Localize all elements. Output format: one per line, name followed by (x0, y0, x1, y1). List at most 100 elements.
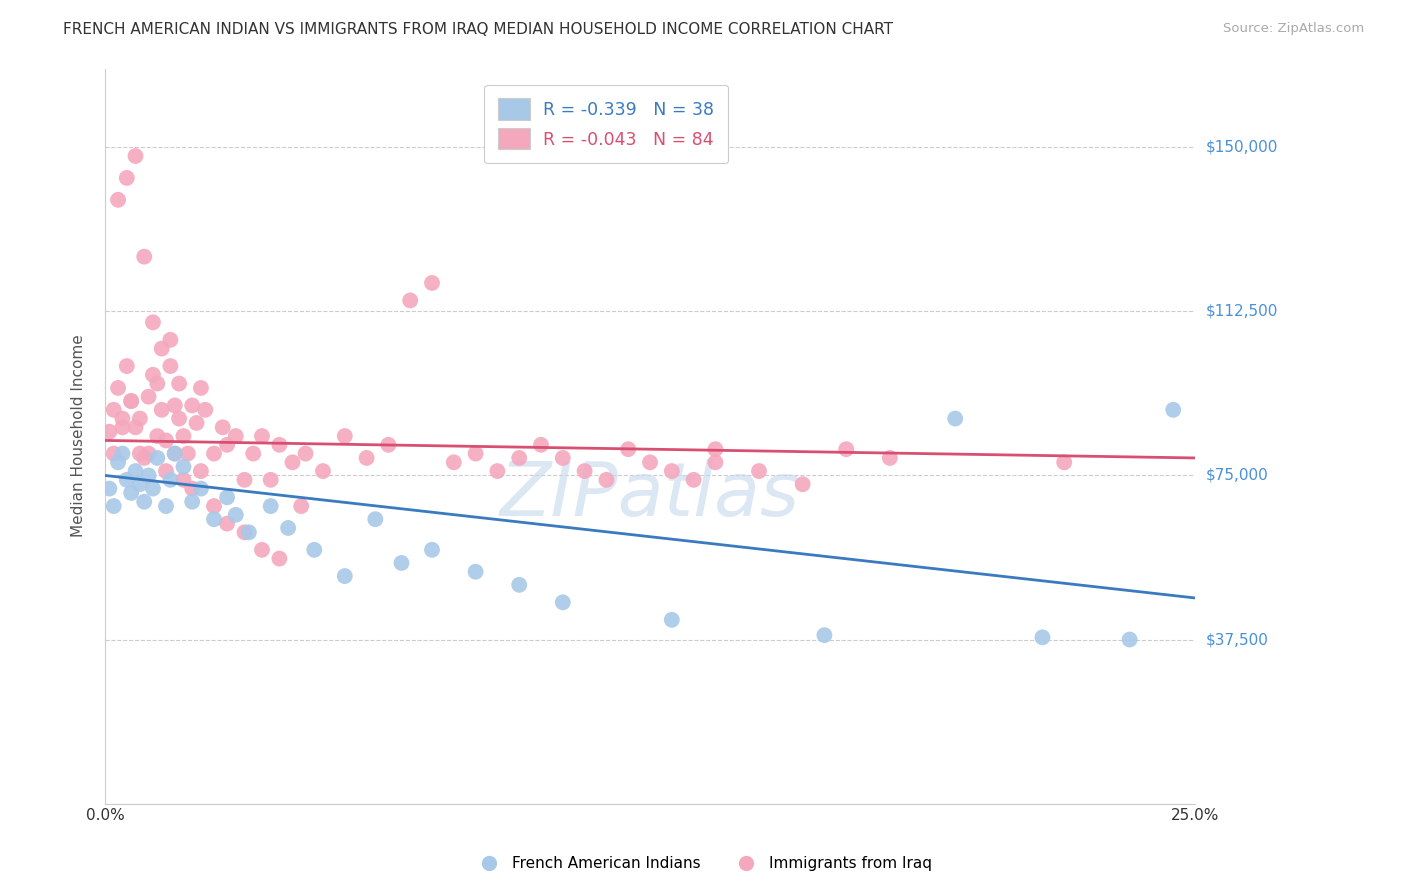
Point (190, 464, 212, 478)
Point (111, 411, 134, 425)
Text: Source: ZipAtlas.com: Source: ZipAtlas.com (1223, 22, 1364, 36)
Point (163, 446, 186, 460)
Point (155, 434, 177, 448)
Point (142, 482, 165, 496)
Point (128, 411, 150, 425)
Point (661, 613, 683, 627)
Point (172, 429, 194, 443)
Point (290, 499, 312, 513)
Point (661, 464, 683, 478)
Point (155, 499, 177, 513)
Text: ZIPatlas: ZIPatlas (501, 458, 800, 531)
Point (813, 628, 835, 642)
Point (172, 473, 194, 487)
Point (682, 473, 704, 487)
Point (356, 450, 378, 465)
Point (190, 482, 212, 496)
Point (333, 569, 356, 583)
Point (120, 486, 142, 500)
Point (333, 429, 356, 443)
Point (281, 455, 304, 469)
Point (159, 333, 181, 347)
Point (617, 442, 640, 457)
Point (120, 394, 142, 409)
Point (551, 595, 574, 609)
Point (399, 293, 422, 308)
Point (111, 446, 134, 460)
Point (172, 459, 194, 474)
Point (304, 542, 326, 557)
Point (181, 399, 204, 413)
Point (159, 359, 181, 373)
Text: $37,500: $37,500 (1206, 632, 1270, 647)
Point (107, 381, 129, 395)
Point (194, 402, 217, 417)
Point (163, 399, 186, 413)
Point (294, 446, 316, 460)
Point (792, 477, 814, 491)
Point (250, 429, 273, 443)
Point (150, 402, 173, 417)
Point (155, 464, 177, 478)
Point (943, 411, 966, 425)
Point (107, 193, 129, 207)
Point (142, 368, 165, 382)
Legend: R = -0.339   N = 38, R = -0.043   N = 84: R = -0.339 N = 38, R = -0.043 N = 84 (485, 85, 728, 163)
Point (146, 376, 169, 391)
Point (138, 468, 160, 483)
Point (420, 276, 443, 290)
Point (211, 420, 233, 434)
Point (1118, 632, 1140, 647)
Point (181, 494, 204, 508)
Point (177, 446, 200, 460)
Point (107, 455, 129, 469)
Point (530, 438, 553, 452)
Text: $75,000: $75,000 (1206, 468, 1268, 483)
Point (103, 402, 125, 417)
Point (486, 464, 509, 478)
Point (420, 542, 443, 557)
Point (202, 512, 225, 526)
Point (111, 420, 134, 434)
Text: $112,500: $112,500 (1206, 304, 1278, 318)
Point (595, 473, 617, 487)
Point (879, 450, 901, 465)
Point (269, 438, 291, 452)
Point (238, 525, 260, 540)
Point (250, 542, 273, 557)
Point (186, 416, 208, 430)
Point (391, 556, 413, 570)
Point (574, 464, 596, 478)
Point (508, 578, 530, 592)
Point (150, 342, 173, 356)
Point (159, 473, 181, 487)
Point (134, 450, 156, 465)
Point (217, 516, 239, 531)
Point (103, 446, 125, 460)
Point (377, 438, 399, 452)
Point (124, 420, 146, 434)
Point (202, 446, 225, 460)
Point (835, 442, 858, 457)
Point (98, 425, 121, 439)
Point (202, 499, 225, 513)
Point (167, 411, 190, 425)
Point (190, 381, 212, 395)
Point (260, 473, 283, 487)
Point (138, 446, 160, 460)
Point (217, 438, 239, 452)
Point (464, 446, 486, 460)
Point (1053, 455, 1076, 469)
Point (364, 512, 387, 526)
Point (138, 390, 160, 404)
Point (225, 429, 247, 443)
Point (1161, 402, 1184, 417)
Point (260, 499, 283, 513)
Point (167, 376, 190, 391)
Point (134, 494, 156, 508)
Y-axis label: Median Household Income: Median Household Income (72, 334, 86, 538)
Text: FRENCH AMERICAN INDIAN VS IMMIGRANTS FROM IRAQ MEDIAN HOUSEHOLD INCOME CORRELATI: FRENCH AMERICAN INDIAN VS IMMIGRANTS FRO… (63, 22, 893, 37)
Point (242, 446, 264, 460)
Point (128, 477, 150, 491)
Point (146, 450, 169, 465)
